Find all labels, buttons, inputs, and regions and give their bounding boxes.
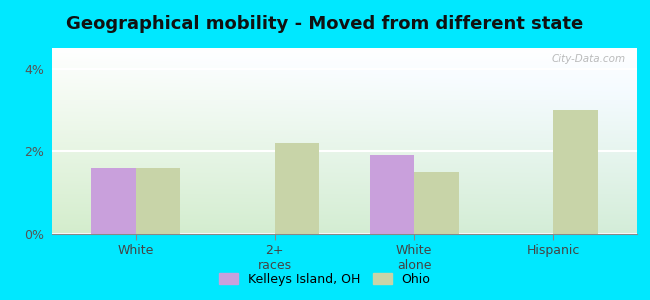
- Bar: [136, 168, 180, 234]
- Bar: [414, 172, 459, 234]
- Legend: Kelleys Island, OH, Ohio: Kelleys Island, OH, Ohio: [214, 268, 436, 291]
- Text: City-Data.com: City-Data.com: [551, 54, 625, 64]
- Text: Geographical mobility - Moved from different state: Geographical mobility - Moved from diffe…: [66, 15, 584, 33]
- Bar: [91, 168, 136, 234]
- Bar: [275, 143, 319, 234]
- Bar: [370, 155, 414, 234]
- Bar: [553, 110, 598, 234]
